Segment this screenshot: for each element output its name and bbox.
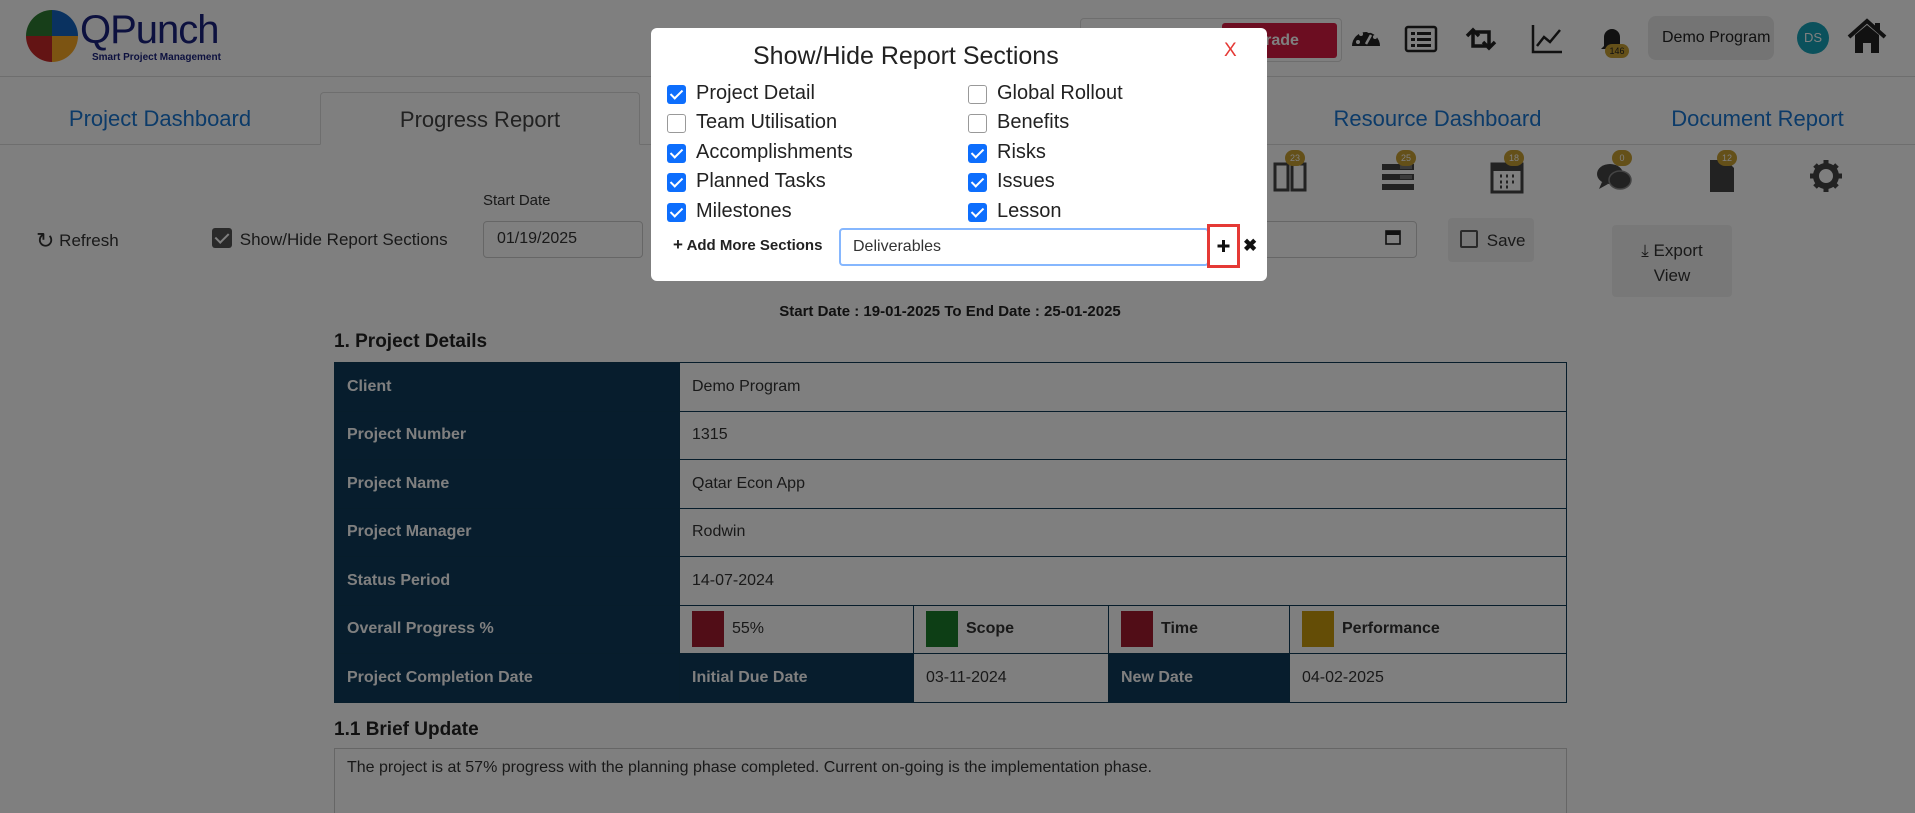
new-section-input[interactable] [839, 228, 1209, 266]
checkbox-checked[interactable] [968, 144, 987, 163]
show-hide-sections-modal: Show/Hide Report Sections X Project Deta… [651, 28, 1267, 281]
plus-icon: + [673, 235, 683, 254]
checkbox-checked[interactable] [667, 173, 686, 192]
checkbox-checked[interactable] [667, 144, 686, 163]
modal-title: Show/Hide Report Sections [753, 42, 1059, 70]
clear-section-button[interactable]: ✖ [1243, 236, 1258, 255]
checkbox-checked[interactable] [667, 203, 686, 222]
checkbox-unchecked[interactable] [968, 114, 987, 133]
checkbox-checked[interactable] [968, 173, 987, 192]
checkbox-unchecked[interactable] [968, 85, 987, 104]
add-more-sections-label[interactable]: + Add More Sections [673, 235, 823, 254]
plus-icon [1217, 240, 1230, 252]
add-section-button[interactable] [1207, 224, 1240, 268]
checkbox-unchecked[interactable] [667, 114, 686, 133]
modal-close-button[interactable]: X [1224, 40, 1237, 61]
checkbox-checked[interactable] [667, 85, 686, 104]
checkbox-checked[interactable] [968, 203, 987, 222]
